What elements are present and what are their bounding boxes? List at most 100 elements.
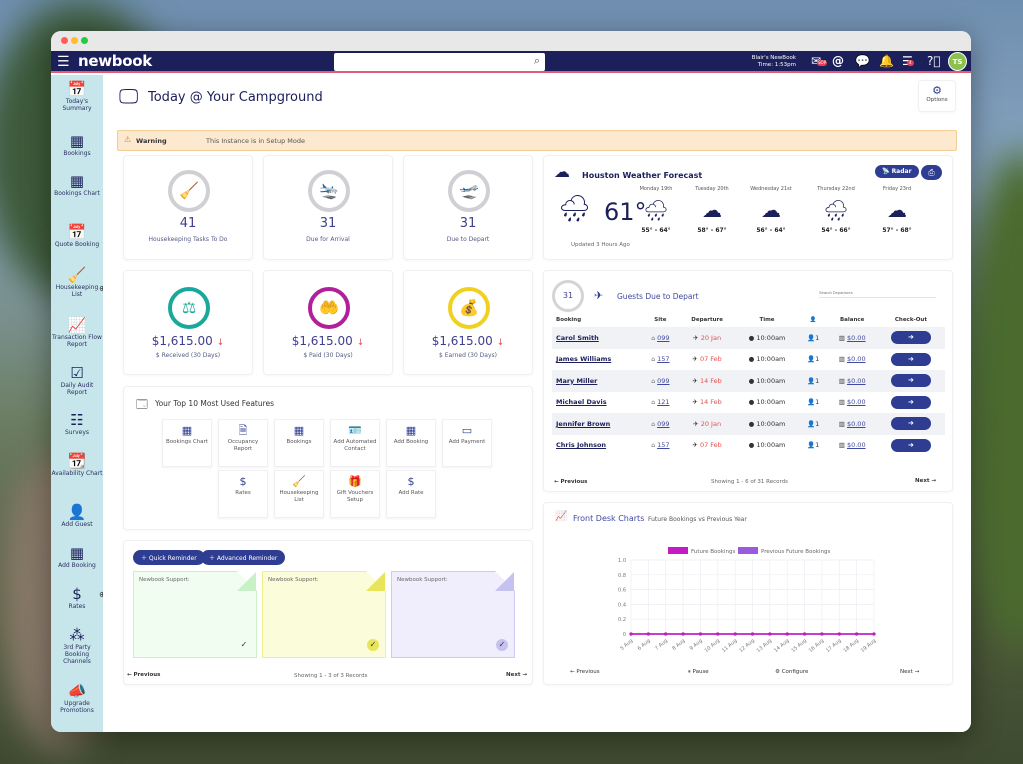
email-icon[interactable]: @ xyxy=(832,54,844,68)
printer-icon: ⎙ xyxy=(928,168,935,177)
guest-name-link[interactable]: Michael Davis xyxy=(556,398,607,407)
check-out-button[interactable]: ➜ xyxy=(890,417,931,431)
reminder-note[interactable]: Newbook Support: ✓ xyxy=(391,571,515,658)
feature-add-automated-contact[interactable]: 🪪 Add Automated Contact xyxy=(330,419,380,467)
y-tick-label: 0 xyxy=(623,632,626,638)
sidebar-item-surveys[interactable]: ☷ Surveys xyxy=(51,412,103,437)
money-card[interactable]: ⚖ $1,615.00 ↓ $ Received (30 Days) xyxy=(123,270,253,375)
balance-link[interactable]: $0.00 xyxy=(846,441,866,450)
sms-icon[interactable]: 💬 xyxy=(855,54,870,68)
departures-next-button[interactable]: Next → xyxy=(915,478,937,484)
feature-add-payment[interactable]: ▭ Add Payment xyxy=(442,419,492,467)
feature-gift-vouchers-setup[interactable]: 🎁 Gift Vouchers Setup xyxy=(330,470,380,518)
configure-button[interactable]: ⚙ Configure xyxy=(775,669,808,675)
check-out-button[interactable]: ➜ xyxy=(890,331,931,345)
stat-card[interactable]: 🛬 31 Due for Arrival xyxy=(263,155,393,260)
guest-name-link[interactable]: Chris Johnson xyxy=(556,441,607,450)
expand-housekeeping-icon[interactable]: ⊕ xyxy=(99,284,106,293)
site-link[interactable]: 157 xyxy=(657,441,670,450)
money-card[interactable]: 💰 $1,615.00 ↓ $ Earned (30 Days) xyxy=(403,270,533,375)
balance-link[interactable]: $0.00 xyxy=(846,355,866,364)
stat-card[interactable]: 🧹 41 Housekeeping Tasks To Do xyxy=(123,155,253,260)
guest-name-link[interactable]: Carol Smith xyxy=(556,333,599,342)
feature-add-rate[interactable]: $ Add Rate xyxy=(386,470,436,518)
check-icon[interactable]: ✓ xyxy=(496,639,508,651)
rain-cloud-icon: 🌧 xyxy=(643,198,669,222)
balance-link[interactable]: $0.00 xyxy=(846,333,866,342)
sidebar-item-today-s-summary[interactable]: 📅 Today's Summary xyxy=(51,81,103,113)
reminders-next-button[interactable]: Next → xyxy=(506,672,528,678)
radar-button[interactable]: 📡 Radar xyxy=(875,165,919,178)
window-icon: 🗔 xyxy=(136,398,148,411)
sidebar-item-bookings[interactable]: ▦ Bookings xyxy=(51,133,103,158)
sidebar-item-add-booking[interactable]: ▦ Add Booking xyxy=(51,545,103,570)
data-point xyxy=(664,632,668,636)
sidebar-item-3rd-party-booking-channels[interactable]: ⁂ 3rd Party Booking Channels xyxy=(51,627,103,666)
feature-housekeeping-list[interactable]: 🧹 Housekeeping List xyxy=(274,470,324,518)
messages-icon[interactable]: ✉ SOP xyxy=(811,54,828,68)
reminders-previous-button[interactable]: ← Previous xyxy=(127,672,161,678)
stat-card[interactable]: 🛫 31 Due to Depart xyxy=(403,155,533,260)
check-out-button[interactable]: ➜ xyxy=(890,374,931,388)
departures-search-input[interactable] xyxy=(819,288,936,298)
menu-icon[interactable]: ☰ xyxy=(57,54,70,70)
feature-rates[interactable]: $ Rates xyxy=(218,470,268,518)
sidebar-item-add-guest[interactable]: 👤 Add Guest xyxy=(51,504,103,529)
checkout-cell: ➜ xyxy=(876,327,945,349)
forecast-day: Friday 23rd ☁ 57° - 68° xyxy=(862,186,932,234)
feature-bookings[interactable]: ▦ Bookings xyxy=(274,419,324,467)
close-window-button[interactable] xyxy=(61,37,68,44)
check-out-button[interactable]: ➜ xyxy=(890,438,931,452)
pause-button[interactable]: ⏸ Pause xyxy=(688,669,709,676)
site-link[interactable]: 099 xyxy=(657,333,670,342)
sidebar-item-daily-audit-report[interactable]: ☑ Daily Audit Report xyxy=(51,365,103,397)
reminder-note[interactable]: Newbook Support: ✓ xyxy=(262,571,386,658)
sidebar-item-quote-booking[interactable]: 📅 Quote Booking xyxy=(51,224,103,249)
chart-next-button[interactable]: Next → xyxy=(900,669,920,675)
balance-link[interactable]: $0.00 xyxy=(846,376,866,385)
x-tick-label: 18 Aug xyxy=(842,638,859,654)
feature-add-booking[interactable]: ▦ Add Booking xyxy=(386,419,436,467)
search-icon[interactable]: ⌕ xyxy=(533,54,540,67)
balance-link[interactable]: $0.00 xyxy=(846,398,866,407)
site-link[interactable]: 121 xyxy=(657,398,670,407)
reminder-note[interactable]: Newbook Support: ✓ xyxy=(133,571,257,658)
avatar[interactable]: TS xyxy=(948,52,967,71)
sidebar-item-availability-chart[interactable]: 📆 Availability Chart xyxy=(51,453,103,478)
bank-icon: ▥ xyxy=(838,441,845,450)
guest-name-link[interactable]: James Williams xyxy=(556,355,612,364)
help-icon[interactable]: ?⃝ xyxy=(927,54,941,68)
forecast-range: 57° - 68° xyxy=(882,227,912,234)
quick-reminder-button[interactable]: ＋ Quick Reminder xyxy=(133,550,205,565)
print-button[interactable]: ⎙ xyxy=(921,165,942,180)
balance-link[interactable]: $0.00 xyxy=(846,419,866,428)
site-link[interactable]: 099 xyxy=(657,419,670,428)
maximize-window-button[interactable] xyxy=(81,37,88,44)
search-input[interactable]: ⌕ xyxy=(334,53,545,71)
sidebar-item-bookings-chart[interactable]: ▦ Bookings Chart xyxy=(51,173,103,198)
sidebar-item-rates[interactable]: $ Rates xyxy=(51,586,103,611)
options-button[interactable]: ⚙ Options xyxy=(918,80,956,112)
check-icon[interactable]: ✓ xyxy=(240,640,248,649)
departures-previous-button[interactable]: ← Previous xyxy=(554,479,588,485)
expand-rates-icon[interactable]: ⊕ xyxy=(99,590,106,599)
check-icon[interactable]: ✓ xyxy=(367,639,379,651)
minimize-window-button[interactable] xyxy=(71,37,78,44)
money-card[interactable]: 🤲 $1,615.00 ↓ $ Paid (30 Days) xyxy=(263,270,393,375)
sidebar-item-upgrade-promotions[interactable]: 📣 Upgrade Promotions xyxy=(51,683,103,715)
advanced-reminder-button[interactable]: ＋ Advanced Reminder xyxy=(201,550,286,565)
check-out-button[interactable]: ➜ xyxy=(890,352,931,366)
site-link[interactable]: 157 xyxy=(657,355,670,364)
site-link[interactable]: 099 xyxy=(657,376,670,385)
chart-previous-button[interactable]: ← Previous xyxy=(570,669,600,675)
check-out-button[interactable]: ➜ xyxy=(890,395,931,409)
guest-name-link[interactable]: Mary Miller xyxy=(556,376,598,385)
sidebar-item-transaction-flow-report[interactable]: 📈 Transaction Flow Report xyxy=(51,317,103,349)
tasks-icon[interactable]: ☰4 xyxy=(902,54,914,68)
feature-bookings-chart[interactable]: ▦ Bookings Chart xyxy=(162,419,212,467)
guest-name-link[interactable]: Jennifer Brown xyxy=(556,419,611,428)
home-icon: ⌂ xyxy=(651,334,655,342)
sidebar-item-housekeeping-list[interactable]: 🧹 Housekeeping List xyxy=(51,267,103,299)
bell-icon[interactable]: 🔔 xyxy=(879,54,894,68)
feature-occupancy-report[interactable]: 🗎 Occupancy Report xyxy=(218,419,268,467)
